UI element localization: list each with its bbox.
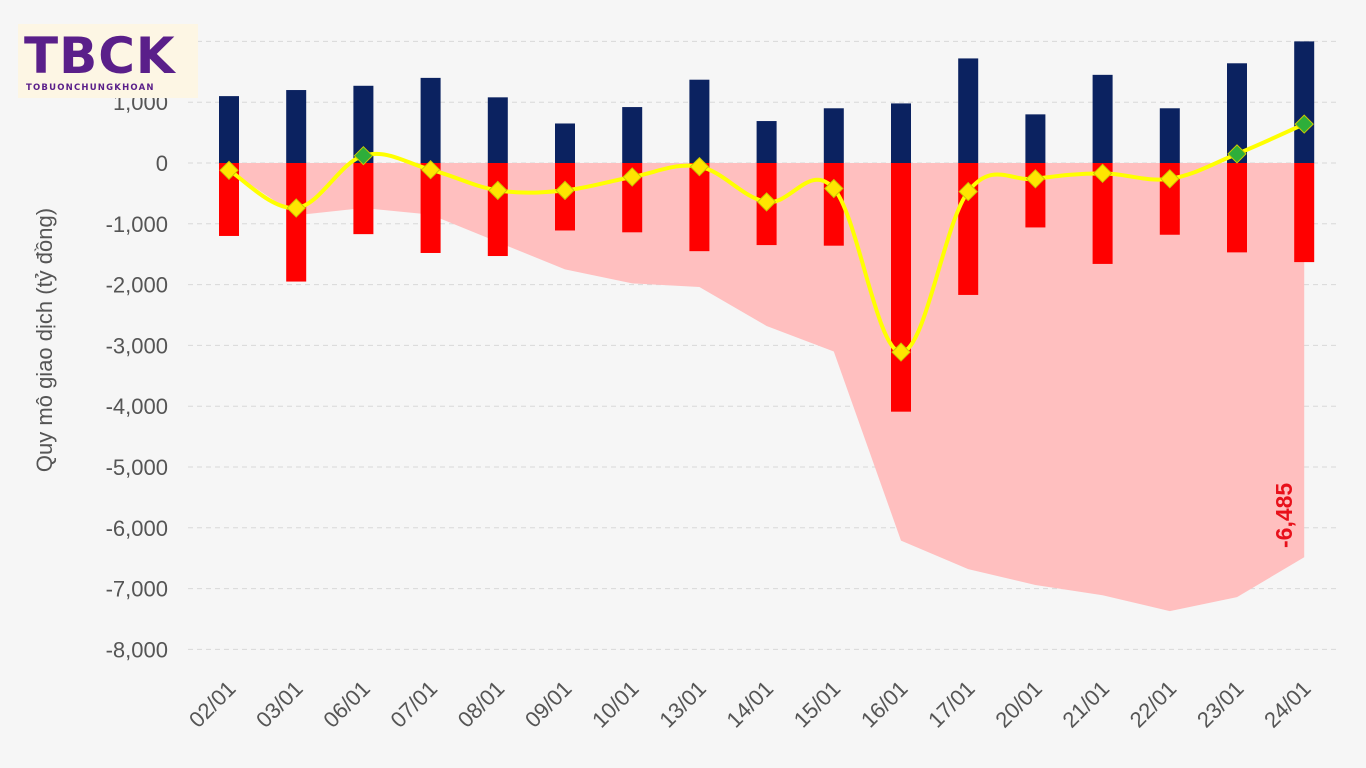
x-tick-label: 15/01	[789, 676, 846, 733]
logo-subtext: TOBUONCHUNGKHOAN	[26, 83, 155, 93]
buy-bar	[1159, 108, 1180, 163]
net-marker	[689, 156, 710, 177]
x-tick-label: 07/01	[386, 676, 443, 733]
buy-bar	[1025, 114, 1046, 163]
sell-bar	[823, 163, 844, 246]
x-tick-label: 06/01	[318, 676, 375, 733]
y-tick-label: -6,000	[106, 516, 168, 541]
x-tick-label: 20/01	[990, 676, 1047, 733]
sell-bar	[487, 163, 508, 257]
net-marker	[488, 180, 508, 201]
buy-bar	[756, 121, 777, 163]
buy-bar	[420, 77, 441, 163]
y-tick-label: 0	[156, 151, 168, 176]
x-tick-label: 09/01	[520, 676, 577, 733]
buy-bar	[622, 107, 643, 163]
buy-bar	[487, 97, 508, 163]
sell-bar	[1294, 163, 1315, 263]
x-tick-label: 08/01	[453, 676, 510, 733]
sell-bar	[219, 163, 239, 236]
net-marker	[622, 167, 642, 187]
net-marker	[958, 181, 978, 202]
y-tick-label: -1,000	[106, 212, 168, 237]
x-tick-label: 10/01	[587, 676, 644, 733]
net-marker	[555, 180, 575, 201]
x-tick-label: 13/01	[654, 676, 711, 733]
buy-bar	[823, 108, 844, 163]
net-marker	[1294, 114, 1314, 134]
logo: TBCK TOBUONCHUNGKHOAN	[18, 24, 198, 98]
y-axis-ticks: -8,000 -7,000 -6,000 -5,000 -4,000 -3,000 -2,0…	[106, 90, 168, 662]
net-marker	[1092, 163, 1113, 184]
buy-bar	[555, 123, 575, 163]
net-marker	[286, 198, 306, 218]
x-tick-label: 23/01	[1192, 676, 1249, 733]
buy-bar	[689, 79, 710, 163]
y-tick-label: -2,000	[106, 273, 168, 298]
y-tick-label: -4,000	[106, 394, 168, 419]
net-marker	[891, 342, 911, 362]
sell-bar	[689, 163, 710, 252]
x-tick-label: 17/01	[923, 676, 980, 733]
x-tick-label: 24/01	[1259, 676, 1316, 733]
buy-bar	[286, 90, 307, 163]
buy-bar	[1092, 74, 1113, 163]
x-axis-ticks: 02/01 03/01 06/01 07/01 08/01 09/01 10/01 13/01…	[184, 676, 1316, 733]
net-markers	[219, 114, 1314, 362]
sell-bar	[353, 163, 374, 235]
x-tick-label: 14/01	[722, 676, 779, 733]
net-marker	[420, 159, 441, 180]
annotations: -6,485	[1271, 483, 1297, 548]
net-marker	[1227, 144, 1247, 164]
y-tick-label: -5,000	[106, 455, 168, 480]
sell-bar	[1227, 163, 1247, 253]
net-marker	[824, 178, 844, 199]
net-marker	[756, 192, 777, 212]
x-tick-label: 22/01	[1125, 676, 1182, 733]
y-tick-label: -7,000	[106, 577, 168, 602]
net-marker	[1025, 169, 1046, 189]
buy-bar	[353, 85, 374, 163]
sell-bar	[1092, 163, 1113, 264]
buy-bar	[958, 58, 979, 164]
sell-bar	[420, 163, 441, 253]
y-axis-label: Quy mô giao dịch (tỷ đồng)	[32, 208, 57, 472]
net-marker	[1160, 169, 1180, 189]
x-tick-label: 03/01	[251, 676, 308, 733]
y-tick-label: -3,000	[106, 333, 168, 358]
buy-bar	[1227, 63, 1247, 164]
net-marker	[219, 160, 239, 181]
y-tick-label: -8,000	[106, 637, 168, 662]
x-tick-label: 16/01	[856, 676, 913, 733]
cumulative-value-label: -6,485	[1271, 483, 1297, 548]
buy-bar	[219, 96, 239, 163]
buy-bar	[1294, 41, 1315, 163]
net-marker	[353, 145, 374, 166]
cumulative-area-shape	[229, 163, 1305, 612]
x-tick-label: 02/01	[184, 676, 241, 733]
logo-text: TBCK	[24, 27, 176, 85]
sell-bar	[891, 163, 911, 412]
sell-bar	[286, 163, 307, 282]
x-tick-label: 21/01	[1058, 676, 1115, 733]
cumulative-area	[229, 163, 1305, 612]
buy-bar	[891, 103, 911, 163]
